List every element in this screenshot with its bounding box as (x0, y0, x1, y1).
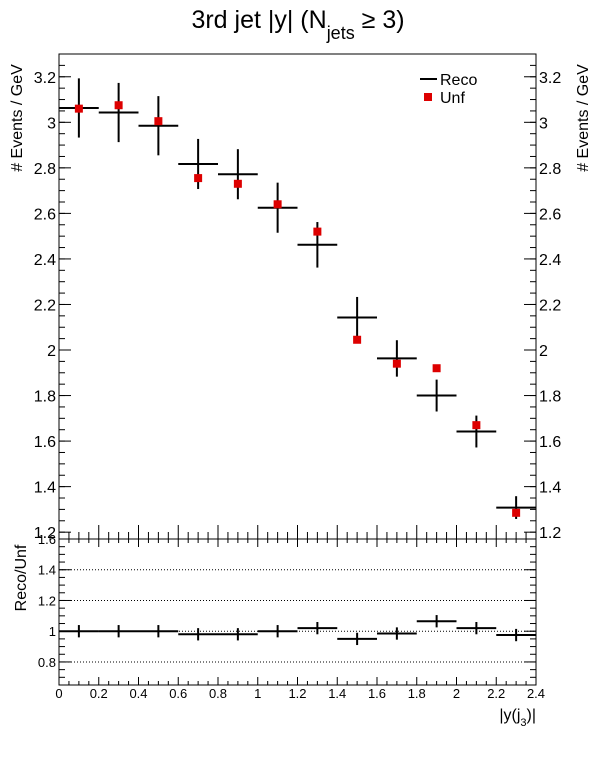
y-tick-label: 2.4 (34, 252, 56, 269)
ratio-point (297, 621, 338, 635)
unf-point (233, 179, 242, 188)
unf-point (432, 364, 441, 373)
legend-unf-marker (424, 93, 432, 101)
legend-reco-label: Reco (440, 72, 477, 89)
unf-point (392, 359, 401, 368)
ratio-point (456, 621, 497, 635)
x-tick-label: 1.4 (328, 686, 346, 701)
ratio-point (138, 625, 179, 638)
y-tick-label: 2 (47, 343, 56, 360)
reco-point (218, 149, 258, 200)
x-tick-label: 1.8 (408, 686, 426, 701)
y-tick-label-right: 3 (539, 115, 548, 132)
reco-point (416, 379, 457, 412)
ratio-point (98, 625, 139, 638)
y-tick-label-right: 1.6 (539, 434, 561, 451)
x-tick-label: 2 (453, 686, 460, 701)
ratio-point (416, 615, 457, 628)
reco-point (456, 415, 497, 448)
y-tick-label-right: 2.4 (539, 252, 561, 269)
y-tick-label: 2.8 (34, 161, 56, 178)
x-axis-label: |y(j3)| (499, 707, 536, 729)
chart-title: 3rd jet |y| (Njets ≥ 3) (191, 6, 404, 43)
reco-point (377, 340, 417, 377)
ratio-point (377, 627, 417, 640)
y-tick-label-right: 1.2 (539, 525, 561, 542)
unf-point (273, 200, 282, 209)
ratio-y-tick-label: 1.4 (38, 563, 56, 578)
y-tick-label: 1.2 (34, 525, 56, 542)
ratio-point (496, 628, 536, 642)
ratio-point (218, 628, 258, 641)
axis-ticks: 1.2 1.2 1.4 1.4 1.6 1.6 1.8 1.8 2 2 2.2 2.2 2.4 2.4 2.… (34, 53, 561, 701)
x-tick-label: 0.8 (209, 686, 227, 701)
y-axis-label: # Events / GeV (9, 64, 26, 172)
unf-point (512, 508, 521, 517)
reco-point (337, 296, 377, 338)
y-tick-label-right: 3.2 (539, 70, 561, 87)
unf-point (353, 335, 362, 344)
y-tick-label-right: 1.4 (539, 480, 561, 497)
ratio-point (337, 632, 377, 646)
x-tick-label: 2.2 (487, 686, 505, 701)
ratio-y-tick-label: 0.8 (38, 655, 56, 670)
y-tick-label-right: 2.6 (539, 206, 561, 223)
unf-point (194, 174, 203, 183)
y-tick-label-right: 2.2 (539, 297, 561, 314)
data-marks (59, 78, 536, 646)
x-tick-label: 0 (55, 686, 62, 701)
y-tick-label: 2.6 (34, 206, 56, 223)
y-tick-label: 1.4 (34, 480, 56, 497)
legend-unf-label: Unf (440, 90, 465, 107)
unf-point (313, 227, 322, 236)
y-tick-label: 1.8 (34, 389, 56, 406)
y-tick-label: 3.2 (34, 70, 56, 87)
unf-point (114, 101, 123, 110)
unf-point (472, 421, 481, 430)
ratio-y-axis-label: Reco/Unf (13, 544, 30, 611)
x-tick-label: 2.4 (527, 686, 545, 701)
legend: Reco Unf (420, 72, 477, 107)
y-tick-label: 2.2 (34, 297, 56, 314)
x-tick-label: 0.2 (90, 686, 108, 701)
unf-point (74, 104, 83, 113)
ratio-y-tick-label: 1.2 (38, 593, 56, 608)
x-tick-label: 0.4 (129, 686, 147, 701)
y-tick-label: 1.6 (34, 434, 56, 451)
x-tick-label: 1.6 (368, 686, 386, 701)
x-tick-label: 0.6 (169, 686, 187, 701)
unf-point (154, 117, 163, 126)
y-axis-label-right: # Events / GeV (575, 64, 592, 172)
y-tick-label-right: 1.8 (539, 389, 561, 406)
ratio-y-tick-label: 1 (49, 624, 56, 639)
y-tick-label-right: 2 (539, 343, 548, 360)
ratio-point (59, 625, 99, 638)
ratio-point (257, 625, 298, 638)
y-tick-label-right: 2.8 (539, 161, 561, 178)
ratio-y-tick-label: 1.6 (38, 532, 56, 547)
x-tick-label: 1 (254, 686, 261, 701)
y-tick-label: 3 (47, 115, 56, 132)
ratio-point (178, 628, 218, 641)
x-tick-label: 1.2 (288, 686, 306, 701)
reco-point (98, 82, 139, 143)
reco-point (138, 96, 179, 156)
